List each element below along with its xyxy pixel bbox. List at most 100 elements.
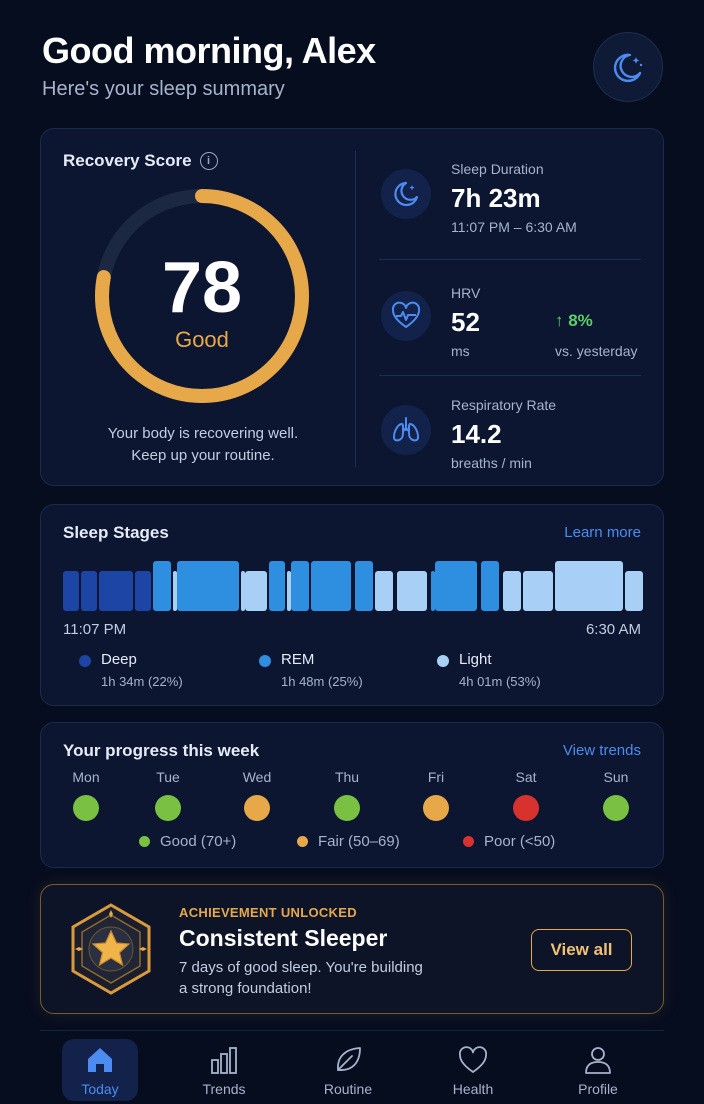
view-trends-link[interactable]: View trends [562, 742, 641, 759]
achievement-card: ACHIEVEMENT UNLOCKED Consistent Sleeper … [40, 884, 664, 1014]
nav-item-today[interactable]: Today [62, 1039, 138, 1101]
weekly-progress-card: Your progress this week View trends Mon T… [40, 722, 664, 868]
day-label-mon: Mon [72, 769, 100, 785]
metric-hrv[interactable]: HRV 52 ms [381, 285, 643, 369]
hypnogram-segment-rem [177, 561, 239, 611]
respiratory-label: Respiratory Rate [451, 397, 557, 413]
recovery-message: Your body is recovering well. Keep up yo… [61, 423, 345, 467]
day-label-sat: Sat [515, 769, 537, 785]
day-status-dot-wed[interactable] [244, 795, 270, 821]
hrv-unit: ms [451, 343, 470, 359]
recovery-message-line2: Keep up your routine. [131, 447, 275, 464]
hypnogram-segment-rem [269, 561, 285, 611]
hypnogram-segment-light [241, 571, 245, 611]
star-badge-icon [71, 903, 151, 995]
legend-dot-good [139, 836, 150, 847]
greeting-subtitle: Here's your sleep summary [42, 78, 285, 100]
recovery-gauge-arc [95, 189, 309, 403]
nav-item-health[interactable]: Health [435, 1039, 511, 1101]
day-status-dot-sun[interactable] [603, 795, 629, 821]
legend-deep-value: 1h 34m (22%) [101, 674, 183, 689]
hrv-label: HRV [451, 285, 481, 301]
achievement-title: Consistent Sleeper [179, 925, 388, 951]
view-all-button[interactable]: View all [531, 929, 632, 971]
metric-sleep-duration[interactable]: Sleep Duration 7h 23m 11:07 PM – 6:30 AM [381, 161, 643, 247]
legend-dot-light [437, 655, 449, 667]
metric-respiratory-rate[interactable]: Respiratory Rate 14.2 breaths / min [381, 397, 643, 483]
recovery-gauge [95, 189, 309, 403]
nav-label-today: Today [81, 1081, 119, 1097]
nav-label-routine: Routine [323, 1081, 373, 1097]
hypnogram-segment-deep [81, 571, 97, 611]
recovery-title-row: Recovery Score i [63, 151, 218, 171]
lungs-icon-wrapper [381, 405, 431, 455]
heart-pulse-icon [391, 301, 421, 328]
day-label-fri: Fri [427, 769, 445, 785]
nav-item-profile[interactable]: Profile [560, 1039, 636, 1101]
legend-light-name: Light [459, 651, 492, 668]
hypnogram-segment-rem [431, 571, 435, 611]
nav-label-health: Health [452, 1081, 494, 1097]
day-status-dot-mon[interactable] [73, 795, 99, 821]
hypnogram-segment-light [245, 571, 267, 611]
legend-fair: Fair (50–69) [297, 833, 400, 850]
recovery-score-value: 78 [161, 248, 243, 328]
sleep-duration-range: 11:07 PM – 6:30 AM [451, 219, 577, 235]
sleep-mode-button[interactable] [593, 32, 663, 102]
legend-dot-poor [463, 836, 474, 847]
recovery-card: Recovery Score i 78 Good Your body is re… [40, 128, 664, 486]
hypnogram-segment-rem [355, 561, 373, 611]
hypnogram-segment-rem [481, 561, 499, 611]
sleep-hypnogram [63, 561, 643, 611]
hypnogram-segment-light [503, 571, 521, 611]
legend-poor-label: Poor (<50) [484, 833, 556, 850]
hrv-change: ↑ 8% [555, 311, 593, 330]
achievement-desc-line2: a strong foundation! [179, 980, 312, 997]
hypnogram-segment-deep [99, 571, 133, 611]
legend-dot-fair [297, 836, 308, 847]
sleep-stages-title: Sleep Stages [63, 523, 169, 542]
nav-item-routine[interactable]: Routine [310, 1039, 386, 1101]
achievement-desc-line1: 7 days of good sleep. You're building [179, 959, 423, 976]
legend-fair-label: Fair (50–69) [318, 833, 400, 850]
legend-rem-name: REM [281, 651, 315, 668]
metric-divider [379, 375, 641, 376]
legend-poor: Poor (<50) [463, 833, 555, 850]
hypnogram-segment-light [523, 571, 553, 611]
legend-good-label: Good (70+) [160, 833, 237, 850]
respiratory-unit: breaths / min [451, 455, 532, 471]
hypnogram-segment-light [287, 571, 291, 611]
heart-icon [459, 1046, 487, 1073]
lungs-icon [393, 417, 419, 442]
sleep-duration-label: Sleep Duration [451, 161, 544, 177]
hrv-value: 52 [451, 307, 480, 337]
day-status-dot-thu[interactable] [334, 795, 360, 821]
hypnogram-segment-rem [291, 561, 309, 611]
heart-pulse-icon-wrapper [381, 291, 431, 341]
hypnogram-segment-light [173, 571, 177, 611]
nav-label-trends: Trends [202, 1081, 246, 1097]
home-icon [88, 1048, 112, 1072]
sleep-end-time: 6:30 AM [585, 621, 641, 638]
nav-item-trends[interactable]: Trends [186, 1039, 262, 1101]
day-status-dot-sat[interactable] [513, 795, 539, 821]
day-label-sun: Sun [603, 769, 629, 785]
day-status-dot-tue[interactable] [155, 795, 181, 821]
bottom-nav: Today Trends Routine Health Profile [40, 1030, 664, 1104]
learn-more-link[interactable]: Learn more [564, 524, 641, 541]
legend-light-value: 4h 01m (53%) [459, 674, 541, 689]
hypnogram-segment-light [555, 561, 623, 611]
legend-dot-deep [79, 655, 91, 667]
achievement-kicker: ACHIEVEMENT UNLOCKED [179, 905, 357, 920]
hypnogram-segment-deep [63, 571, 79, 611]
metric-divider [379, 259, 641, 260]
day-label-tue: Tue [156, 769, 180, 785]
hypnogram-segment-light [625, 571, 643, 611]
sleep-stages-card: Sleep Stages Learn more 11:07 PM 6:30 AM… [40, 504, 664, 706]
hypnogram-segment-rem [435, 561, 477, 611]
info-icon[interactable]: i [199, 152, 218, 170]
recovery-score-label: Good [175, 327, 229, 352]
moon-icon-wrapper [381, 169, 431, 219]
day-status-dot-fri[interactable] [423, 795, 449, 821]
hrv-change-sub: vs. yesterday [555, 343, 638, 359]
